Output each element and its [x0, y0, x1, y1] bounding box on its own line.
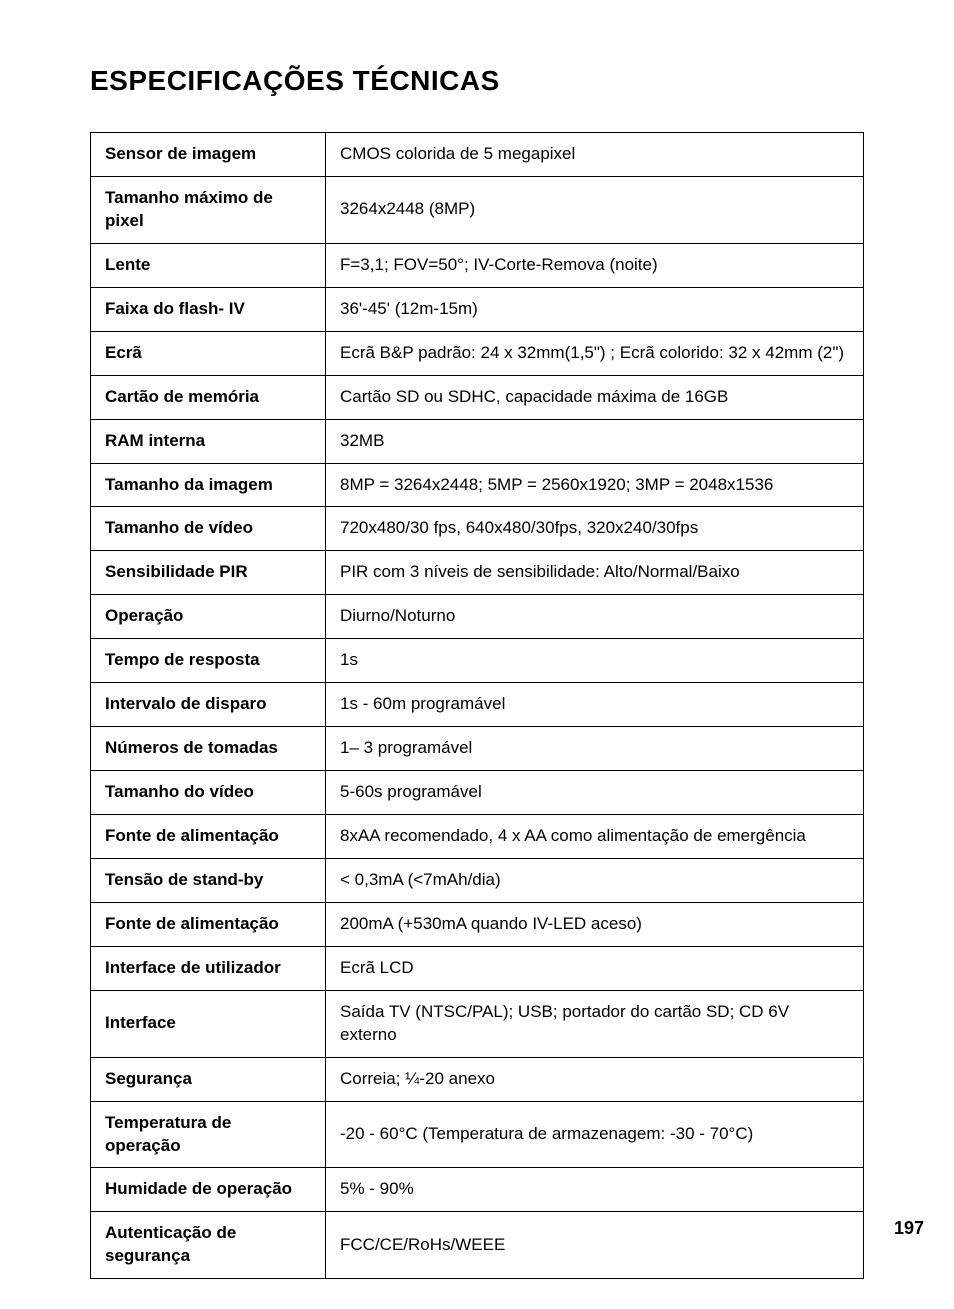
spec-value: Diurno/Noturno — [326, 595, 864, 639]
table-row: Interface de utilizadorEcrã LCD — [91, 946, 864, 990]
table-row: Tamanho do vídeo5-60s programável — [91, 771, 864, 815]
table-row: EcrãEcrã B&P padrão: 24 x 32mm(1,5") ; E… — [91, 331, 864, 375]
spec-label: Tensão de stand-by — [91, 858, 326, 902]
table-row: Sensibilidade PIRPIR com 3 níveis de sen… — [91, 551, 864, 595]
spec-label: Humidade de operação — [91, 1168, 326, 1212]
table-row: Tamanho da imagem8MP = 3264x2448; 5MP = … — [91, 463, 864, 507]
table-row: Temperatura de operação-20 - 60°C (Tempe… — [91, 1101, 864, 1168]
spec-label: Tamanho de vídeo — [91, 507, 326, 551]
spec-value: F=3,1; FOV=50°; IV-Corte-Remova (noite) — [326, 243, 864, 287]
spec-label: Números de tomadas — [91, 727, 326, 771]
spec-label: Temperatura de operação — [91, 1101, 326, 1168]
spec-label: Cartão de memória — [91, 375, 326, 419]
spec-value: Correia; ¼-20 anexo — [326, 1057, 864, 1101]
spec-value: Ecrã B&P padrão: 24 x 32mm(1,5") ; Ecrã … — [326, 331, 864, 375]
spec-value: 5% - 90% — [326, 1168, 864, 1212]
page-number: 197 — [894, 1218, 924, 1239]
spec-value: 32MB — [326, 419, 864, 463]
table-row: Tamanho de vídeo720x480/30 fps, 640x480/… — [91, 507, 864, 551]
table-row: Fonte de alimentação8xAA recomendado, 4 … — [91, 815, 864, 859]
spec-label: Tempo de resposta — [91, 639, 326, 683]
table-row: Fonte de alimentação200mA (+530mA quando… — [91, 902, 864, 946]
spec-label: RAM interna — [91, 419, 326, 463]
spec-value: Cartão SD ou SDHC, capacidade máxima de … — [326, 375, 864, 419]
spec-label: Fonte de alimentação — [91, 902, 326, 946]
specifications-table-body: Sensor de imagemCMOS colorida de 5 megap… — [91, 133, 864, 1279]
spec-value: Saída TV (NTSC/PAL); USB; portador do ca… — [326, 990, 864, 1057]
specifications-table: Sensor de imagemCMOS colorida de 5 megap… — [90, 132, 864, 1279]
table-row: Cartão de memóriaCartão SD ou SDHC, capa… — [91, 375, 864, 419]
spec-value: Ecrã LCD — [326, 946, 864, 990]
spec-value: CMOS colorida de 5 megapixel — [326, 133, 864, 177]
spec-label: Tamanho máximo de pixel — [91, 176, 326, 243]
spec-value: < 0,3mA (<7mAh/dia) — [326, 858, 864, 902]
spec-label: Ecrã — [91, 331, 326, 375]
spec-label: Segurança — [91, 1057, 326, 1101]
spec-value: 1– 3 programável — [326, 727, 864, 771]
spec-value: -20 - 60°C (Temperatura de armazenagem: … — [326, 1101, 864, 1168]
spec-value: 3264x2448 (8MP) — [326, 176, 864, 243]
spec-label: Sensor de imagem — [91, 133, 326, 177]
spec-value: 1s — [326, 639, 864, 683]
spec-label: Intervalo de disparo — [91, 683, 326, 727]
table-row: Sensor de imagemCMOS colorida de 5 megap… — [91, 133, 864, 177]
spec-label: Interface de utilizador — [91, 946, 326, 990]
page-title: ESPECIFICAÇÕES TÉCNICAS — [90, 65, 864, 97]
spec-value: 200mA (+530mA quando IV-LED aceso) — [326, 902, 864, 946]
table-row: OperaçãoDiurno/Noturno — [91, 595, 864, 639]
spec-label: Tamanho da imagem — [91, 463, 326, 507]
spec-label: Autenticação de segurança — [91, 1212, 326, 1279]
table-row: InterfaceSaída TV (NTSC/PAL); USB; porta… — [91, 990, 864, 1057]
table-row: LenteF=3,1; FOV=50°; IV-Corte-Remova (no… — [91, 243, 864, 287]
spec-value: PIR com 3 níveis de sensibilidade: Alto/… — [326, 551, 864, 595]
spec-label: Operação — [91, 595, 326, 639]
spec-value: 8xAA recomendado, 4 x AA como alimentaçã… — [326, 815, 864, 859]
spec-value: 720x480/30 fps, 640x480/30fps, 320x240/3… — [326, 507, 864, 551]
spec-value: 36'-45' (12m-15m) — [326, 287, 864, 331]
spec-value: 1s - 60m programável — [326, 683, 864, 727]
table-row: RAM interna32MB — [91, 419, 864, 463]
spec-label: Interface — [91, 990, 326, 1057]
spec-label: Faixa do flash- IV — [91, 287, 326, 331]
table-row: Tamanho máximo de pixel3264x2448 (8MP) — [91, 176, 864, 243]
table-row: Humidade de operação5% - 90% — [91, 1168, 864, 1212]
spec-value: 8MP = 3264x2448; 5MP = 2560x1920; 3MP = … — [326, 463, 864, 507]
spec-label: Tamanho do vídeo — [91, 771, 326, 815]
table-row: SegurançaCorreia; ¼-20 anexo — [91, 1057, 864, 1101]
spec-label: Sensibilidade PIR — [91, 551, 326, 595]
spec-label: Fonte de alimentação — [91, 815, 326, 859]
table-row: Autenticação de segurançaFCC/CE/RoHs/WEE… — [91, 1212, 864, 1279]
table-row: Faixa do flash- IV36'-45' (12m-15m) — [91, 287, 864, 331]
table-row: Intervalo de disparo1s - 60m programável — [91, 683, 864, 727]
table-row: Tempo de resposta1s — [91, 639, 864, 683]
table-row: Números de tomadas1– 3 programável — [91, 727, 864, 771]
spec-value: 5-60s programável — [326, 771, 864, 815]
spec-value: FCC/CE/RoHs/WEEE — [326, 1212, 864, 1279]
table-row: Tensão de stand-by< 0,3mA (<7mAh/dia) — [91, 858, 864, 902]
spec-label: Lente — [91, 243, 326, 287]
